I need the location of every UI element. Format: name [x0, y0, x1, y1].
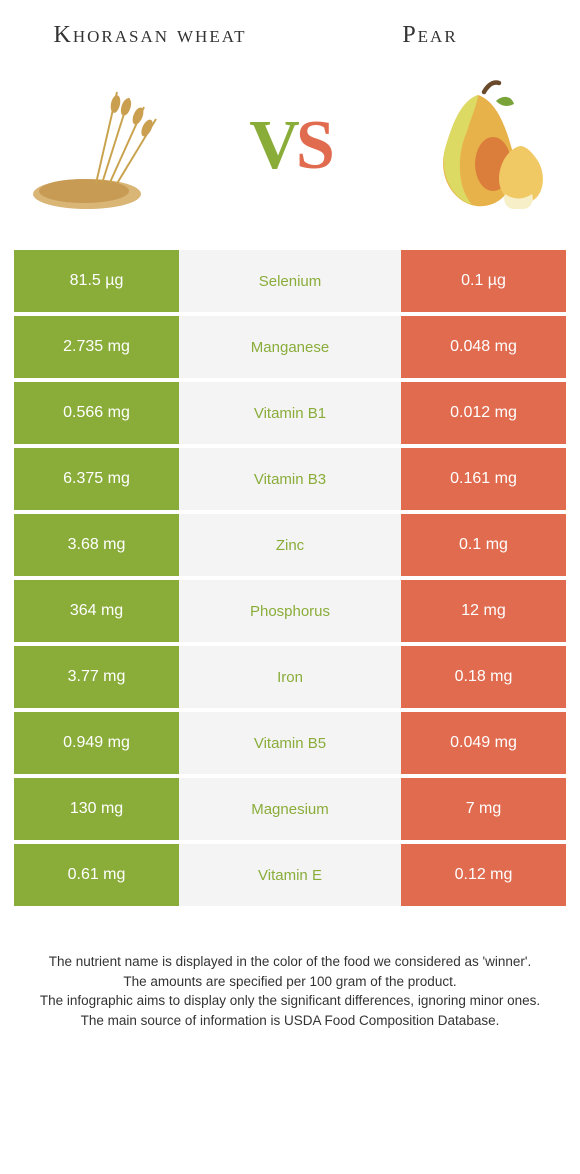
- table-row: 0.566 mgVitamin B10.012 mg: [14, 382, 566, 444]
- image-row: VS: [0, 56, 580, 250]
- footer-line: The nutrient name is displayed in the co…: [28, 952, 552, 972]
- footer-notes: The nutrient name is displayed in the co…: [0, 910, 580, 1030]
- nutrient-name: Vitamin E: [179, 844, 401, 906]
- right-value: 12 mg: [401, 580, 566, 642]
- right-value: 7 mg: [401, 778, 566, 840]
- right-value: 0.1 mg: [401, 514, 566, 576]
- table-row: 81.5 µgSelenium0.1 µg: [14, 250, 566, 312]
- nutrient-name: Magnesium: [179, 778, 401, 840]
- nutrient-table: 81.5 µgSelenium0.1 µg2.735 mgManganese0.…: [14, 250, 566, 906]
- left-value: 0.949 mg: [14, 712, 179, 774]
- left-value: 6.375 mg: [14, 448, 179, 510]
- right-value: 0.049 mg: [401, 712, 566, 774]
- right-value: 0.1 µg: [401, 250, 566, 312]
- nutrient-name: Phosphorus: [179, 580, 401, 642]
- left-value: 0.61 mg: [14, 844, 179, 906]
- vs-s: S: [296, 107, 331, 184]
- left-food-title: Khorasan wheat: [16, 20, 285, 50]
- table-row: 3.68 mgZinc0.1 mg: [14, 514, 566, 576]
- left-value: 3.77 mg: [14, 646, 179, 708]
- vs-v: V: [249, 107, 296, 184]
- table-row: 0.949 mgVitamin B50.049 mg: [14, 712, 566, 774]
- footer-line: The main source of information is USDA F…: [28, 1011, 552, 1031]
- table-row: 364 mgPhosphorus12 mg: [14, 580, 566, 642]
- footer-line: The amounts are specified per 100 gram o…: [28, 972, 552, 992]
- left-value: 364 mg: [14, 580, 179, 642]
- footer-line: The infographic aims to display only the…: [28, 991, 552, 1011]
- table-row: 3.77 mgIron0.18 mg: [14, 646, 566, 708]
- left-value: 2.735 mg: [14, 316, 179, 378]
- left-value: 130 mg: [14, 778, 179, 840]
- table-row: 0.61 mgVitamin E0.12 mg: [14, 844, 566, 906]
- pear-image: [398, 66, 558, 226]
- vs-label: VS: [249, 106, 331, 186]
- right-value: 0.18 mg: [401, 646, 566, 708]
- right-value: 0.048 mg: [401, 316, 566, 378]
- nutrient-name: Zinc: [179, 514, 401, 576]
- nutrient-name: Iron: [179, 646, 401, 708]
- right-value: 0.012 mg: [401, 382, 566, 444]
- nutrient-name: Manganese: [179, 316, 401, 378]
- nutrient-name: Vitamin B5: [179, 712, 401, 774]
- left-value: 0.566 mg: [14, 382, 179, 444]
- left-value: 3.68 mg: [14, 514, 179, 576]
- right-value: 0.12 mg: [401, 844, 566, 906]
- header: Khorasan wheat Pear: [0, 0, 580, 56]
- nutrient-name: Vitamin B1: [179, 382, 401, 444]
- table-row: 2.735 mgManganese0.048 mg: [14, 316, 566, 378]
- table-row: 130 mgMagnesium7 mg: [14, 778, 566, 840]
- right-food-title: Pear: [296, 20, 565, 50]
- table-row: 6.375 mgVitamin B30.161 mg: [14, 448, 566, 510]
- right-value: 0.161 mg: [401, 448, 566, 510]
- left-value: 81.5 µg: [14, 250, 179, 312]
- nutrient-name: Vitamin B3: [179, 448, 401, 510]
- nutrient-name: Selenium: [179, 250, 401, 312]
- wheat-image: [22, 66, 182, 226]
